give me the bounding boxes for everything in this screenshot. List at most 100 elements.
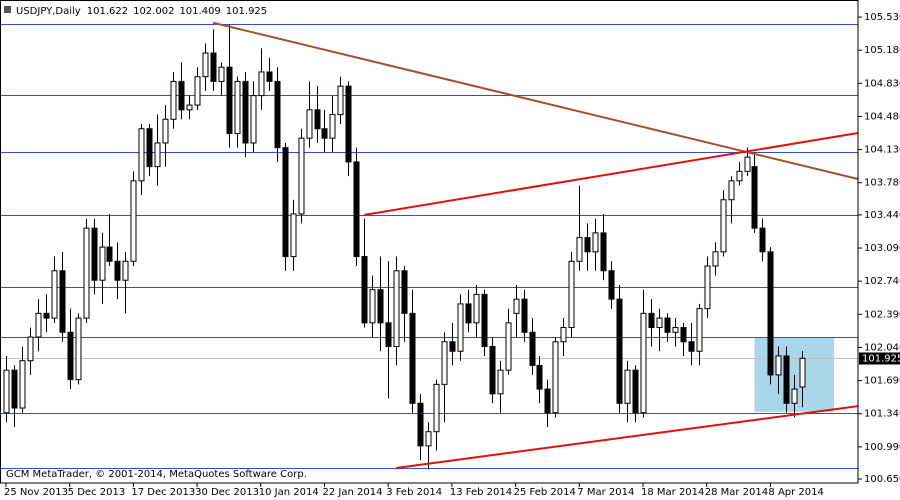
candle-body	[43, 312, 50, 319]
candle-body	[91, 227, 98, 281]
candle-body	[194, 76, 201, 106]
candle-body	[672, 327, 679, 333]
y-tick-label: 102.040	[864, 342, 900, 353]
candle-body	[775, 355, 782, 376]
candle-body	[608, 270, 615, 300]
candle-body	[146, 128, 153, 168]
candle-body	[59, 270, 66, 333]
x-tick-label: 13 Feb 2014	[450, 487, 512, 498]
candle-body	[640, 312, 647, 414]
candle-body	[433, 383, 440, 433]
x-tick-label: 10 Jan 2014	[259, 487, 319, 498]
plot-frame	[0, 0, 859, 484]
candle-body	[242, 80, 249, 144]
x-tick-label: 28 Mar 2014	[705, 487, 768, 498]
candle-body	[401, 270, 408, 314]
candle-body	[696, 308, 703, 352]
candle-body	[27, 336, 34, 362]
candle-body	[560, 327, 567, 343]
candle-body	[154, 142, 161, 168]
candle-body	[513, 298, 520, 314]
candle-body	[361, 256, 368, 324]
candle-body	[106, 246, 113, 262]
candle-body	[306, 109, 313, 139]
candle-body	[170, 80, 177, 120]
x-tick-label: 7 Mar 2014	[577, 487, 634, 498]
candle-body	[616, 298, 623, 404]
candle-body	[425, 431, 432, 447]
candle-body	[497, 369, 504, 395]
y-tick-label: 105.180	[864, 45, 900, 56]
x-tick-label: 17 Dec 2013	[131, 487, 195, 498]
plot-area	[0, 21, 859, 470]
chart-header: USDJPY,Daily 101.622 102.002 101.409 101.925	[16, 6, 267, 17]
candle-body	[337, 85, 344, 116]
candle-body	[162, 118, 169, 144]
candle-body	[369, 289, 376, 324]
candle-body	[290, 213, 297, 258]
candle-body	[449, 341, 456, 352]
candle-body	[314, 109, 321, 130]
x-tick-label: 25 Feb 2014	[514, 487, 576, 498]
candle-body	[226, 66, 233, 134]
candle-body	[393, 270, 400, 347]
candle-body	[178, 80, 185, 111]
candle-body	[799, 357, 806, 388]
candle-body	[592, 232, 599, 253]
candle-body	[736, 170, 743, 182]
y-tick-label: 100.650	[864, 474, 900, 485]
candle-body	[759, 227, 766, 253]
candle-body	[345, 85, 352, 163]
candle-body	[99, 246, 106, 281]
candle-body	[298, 137, 305, 215]
y-tick-label: 102.740	[864, 276, 900, 287]
candle-body	[791, 388, 798, 404]
x-tick-label: 22 Jan 2014	[322, 487, 382, 498]
symbol-icon	[4, 6, 11, 13]
y-tick-label: 103.090	[864, 243, 900, 254]
price-box	[859, 352, 900, 365]
candle-body	[783, 355, 790, 404]
candle-body	[544, 388, 551, 414]
candle-body	[186, 104, 193, 111]
candle-body	[529, 331, 536, 366]
candle-body	[218, 66, 225, 82]
candle-body	[409, 312, 416, 404]
y-tick-label: 105.530	[864, 12, 900, 23]
candle-body	[704, 265, 711, 310]
x-tick-label: 3 Feb 2014	[386, 487, 442, 498]
candle-body	[688, 341, 695, 352]
candle-body	[624, 369, 631, 404]
candle-body	[3, 369, 10, 414]
price-box-label: 101.925	[862, 354, 900, 365]
x-tick-label: 18 Mar 2014	[641, 487, 704, 498]
candle-body	[536, 364, 543, 390]
candle-body	[600, 232, 607, 272]
candle-body	[552, 341, 559, 414]
y-tick-label: 104.480	[864, 111, 900, 122]
candle-body	[385, 322, 392, 347]
x-tick-label: 25 Nov 2013	[4, 487, 68, 498]
candle-body	[457, 303, 464, 352]
candle-body	[114, 260, 121, 281]
candle-body	[234, 80, 241, 134]
y-tick-label: 101.340	[864, 409, 900, 420]
candle-body	[648, 312, 655, 329]
candle-body	[51, 270, 58, 319]
candle-body	[664, 317, 671, 333]
candle-body	[138, 128, 145, 182]
candle-body	[282, 147, 289, 258]
candle-body	[720, 199, 727, 253]
trendline	[212, 21, 859, 180]
y-tick-label: 104.830	[864, 78, 900, 89]
candle-body	[728, 180, 735, 201]
y-tick-label: 104.130	[864, 145, 900, 156]
candle-body	[210, 52, 217, 82]
candle-body	[83, 227, 90, 319]
trendline	[396, 405, 859, 470]
y-tick-label: 101.690	[864, 376, 900, 387]
candle-body	[67, 331, 74, 381]
